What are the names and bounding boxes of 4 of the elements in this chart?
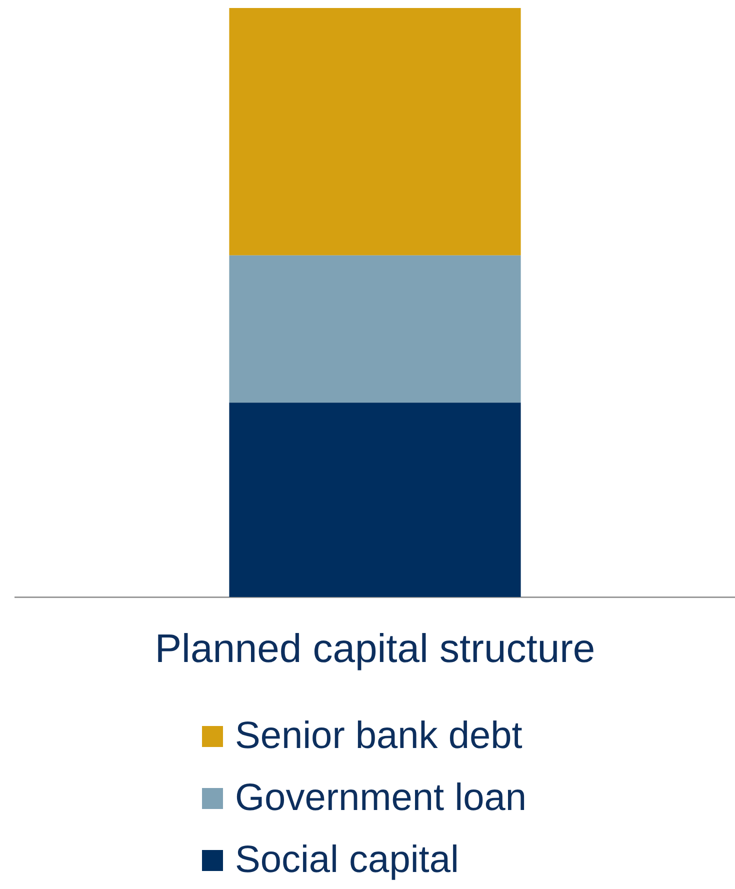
legend-label: Social capital <box>235 838 459 882</box>
legend-label: Senior bank debt <box>235 714 522 758</box>
legend-label: Government loan <box>235 776 526 820</box>
x-tick-label: Planned capital structure <box>154 627 596 672</box>
